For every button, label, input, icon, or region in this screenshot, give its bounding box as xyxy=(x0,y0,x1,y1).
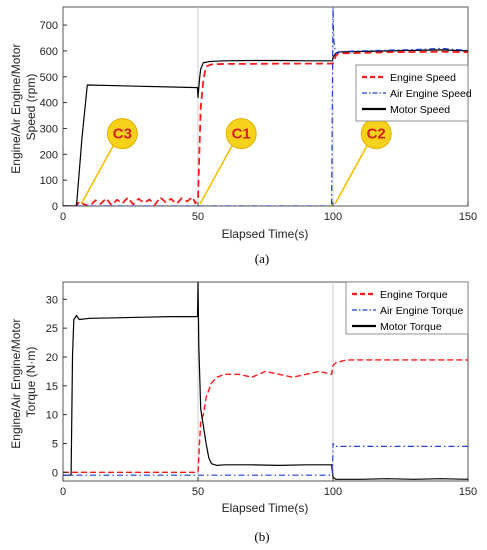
series-line-motor-torque xyxy=(63,282,468,480)
series-line-motor-speed xyxy=(63,49,468,206)
y-tick-label: 400 xyxy=(40,98,58,110)
legend-label: Air Engine Speed xyxy=(390,88,472,100)
callouts: C3 C1 C2 xyxy=(80,118,392,205)
y-tick-label: 10 xyxy=(46,410,58,422)
legend: Engine Torque Air Engine Torque Motor Torq… xyxy=(345,281,469,335)
callout-badge xyxy=(106,118,138,150)
legend-label: Motor Speed xyxy=(390,104,450,116)
y-tick-label: 700 xyxy=(40,20,58,32)
legend-label: Air Engine Torque xyxy=(380,305,463,317)
callout-leader xyxy=(334,143,369,205)
y-tick-label: 0 xyxy=(52,201,58,213)
speed-chart: 0 50 100 150 0 100 200 300 400 500 600 700 C3 C1 C2 E… xyxy=(9,6,478,266)
y-tick-label: 200 xyxy=(40,149,58,161)
x-tick-label: 100 xyxy=(324,486,342,498)
caption-text: (b) xyxy=(254,529,269,544)
caption: (a) xyxy=(255,251,269,266)
y-tick-label: 30 xyxy=(46,294,58,306)
series-line-engine-torque xyxy=(63,359,468,473)
series-group xyxy=(63,282,468,480)
y-tick-label: 0 xyxy=(52,467,58,479)
y-tick-label: 15 xyxy=(46,381,58,393)
x-tick-label: 50 xyxy=(192,486,204,498)
callout-badge xyxy=(225,118,257,150)
series-line-air-engine-speed xyxy=(63,7,468,206)
x-axis-label: Elapsed Time(s) xyxy=(222,227,309,241)
legend-label: Engine Torque xyxy=(380,289,448,301)
caption-text: (a) xyxy=(255,251,269,266)
x-tick-label: 150 xyxy=(459,211,477,223)
y-tick-label: 500 xyxy=(40,72,58,84)
y-tick-label: 100 xyxy=(40,175,58,187)
callout-label: C2 xyxy=(367,126,386,143)
x-axis-label: Elapsed Time(s) xyxy=(222,501,309,515)
y-axis-label: Engine/Air Engine/Motor Speed (rpm) xyxy=(9,40,38,173)
y-tick-label: 20 xyxy=(46,352,58,364)
series-group xyxy=(63,7,468,206)
y-tick-label: 25 xyxy=(46,323,58,335)
y-tick-label: 5 xyxy=(52,439,58,451)
torque-chart: 0 50 100 150 0 5 10 15 20 25 30 Elapsed Time(s) En… xyxy=(9,281,477,544)
tick-labels: 0 50 100 150 0 5 10 15 20 25 30 xyxy=(46,294,477,498)
x-tick-label: 50 xyxy=(192,211,204,223)
legend-label: Engine Speed xyxy=(390,72,456,84)
callout-leader xyxy=(80,143,116,205)
legend: Engine Speed Air Engine Speed Motor Speed xyxy=(355,64,472,122)
callout-label: C1 xyxy=(232,126,251,143)
tick-labels: 0 50 100 150 0 100 200 300 400 500 600 700 xyxy=(40,20,478,223)
series-line-engine-speed xyxy=(63,50,468,206)
x-tick-label: 0 xyxy=(60,486,66,498)
y-axis-label: Engine/Air Engine/Motor Torque (N·m) xyxy=(9,315,38,448)
x-tick-label: 150 xyxy=(459,486,477,498)
callout-label: C3 xyxy=(113,126,132,143)
y-tick-label: 600 xyxy=(40,46,58,58)
caption: (b) xyxy=(254,529,269,544)
y-tick-label: 300 xyxy=(40,123,58,135)
callout-leader xyxy=(199,143,234,205)
legend-label: Motor Torque xyxy=(380,321,442,333)
series-line-air-engine-torque xyxy=(63,442,468,476)
x-tick-label: 100 xyxy=(324,211,342,223)
x-tick-label: 0 xyxy=(60,211,66,223)
